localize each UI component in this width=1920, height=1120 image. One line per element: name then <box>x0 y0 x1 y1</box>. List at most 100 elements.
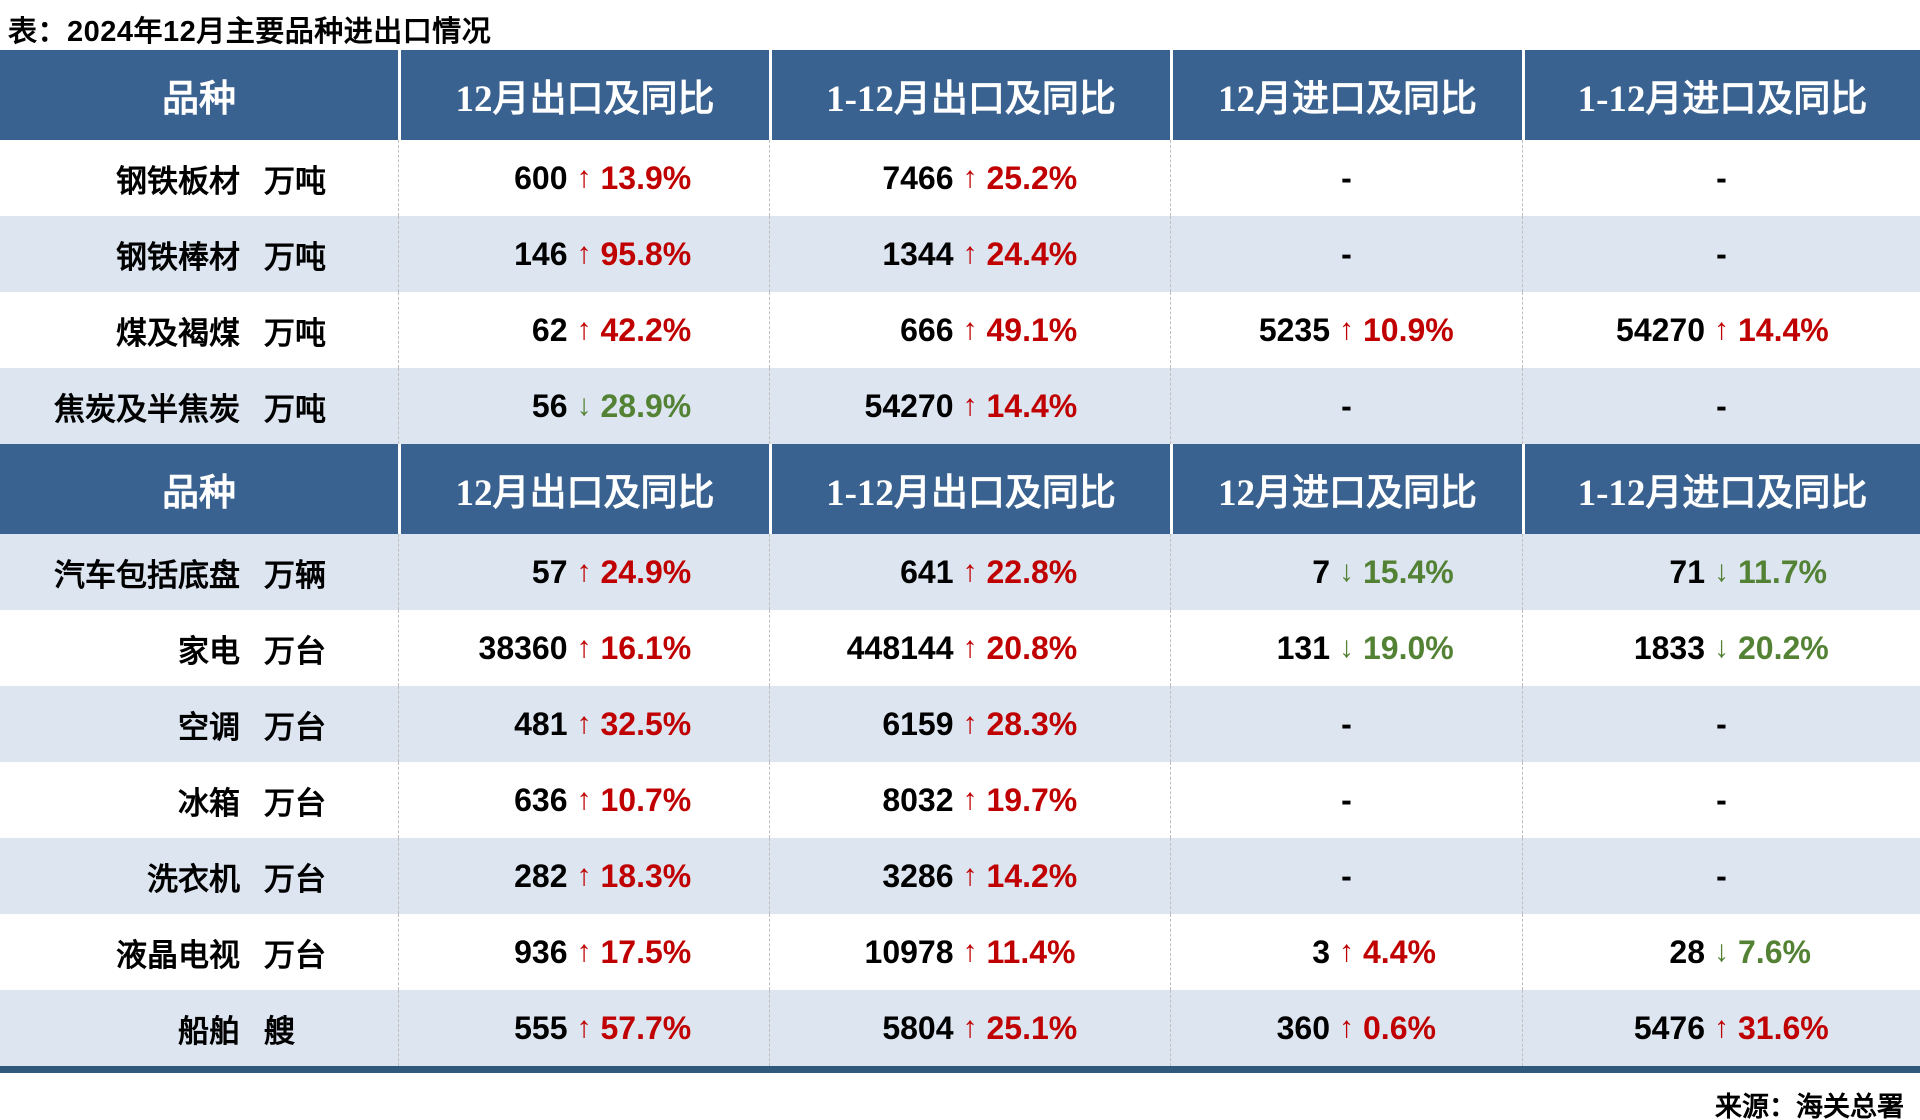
cell-ytd-export: 7466 ↑ 25.2% <box>769 140 1170 216</box>
yoy-percent: 25.2% <box>986 159 1078 196</box>
yoy-percent: 95.8% <box>600 235 692 272</box>
value-number: 641 <box>900 553 954 590</box>
value-number: 54270 <box>864 387 954 424</box>
up-arrow-icon: ↑ <box>576 313 592 346</box>
up-arrow-icon: ↑ <box>962 161 978 194</box>
cell-dec-export: 62 ↑ 42.2% <box>398 292 769 368</box>
cell-dec-export: 600 ↑ 13.9% <box>398 140 769 216</box>
value-number: 666 <box>900 311 954 348</box>
cell-ytd-import: 1833 ↓ 20.2% <box>1522 610 1920 686</box>
product-name: 液晶电视 <box>116 937 240 973</box>
empty-value: - <box>1341 235 1352 272</box>
up-arrow-icon: ↑ <box>962 783 978 816</box>
empty-value: - <box>1716 235 1727 272</box>
up-arrow-icon: ↑ <box>962 555 978 588</box>
cell-ytd-export: 5804 ↑ 25.1% <box>769 990 1170 1066</box>
empty-value: - <box>1716 857 1727 894</box>
up-arrow-icon: ↑ <box>962 1011 978 1044</box>
yoy-percent: 14.4% <box>1738 311 1829 348</box>
cell-dec-import: 7 ↓ 15.4% <box>1170 534 1522 610</box>
table-header-row: 品种 12月出口及同比 1-12月出口及同比 12月进口及同比 1-12月进口及同比 <box>0 50 1920 140</box>
empty-value: - <box>1341 705 1352 742</box>
yoy-percent: 22.8% <box>986 553 1078 590</box>
value-number: 481 <box>514 705 568 742</box>
down-arrow-icon: ↓ <box>1339 555 1354 588</box>
product-cell: 煤及褐煤 万吨 <box>0 292 398 368</box>
up-arrow-icon: ↑ <box>576 935 592 968</box>
cell-ytd-export: 8032 ↑ 19.7% <box>769 762 1170 838</box>
unit-label: 万台 <box>264 709 326 745</box>
down-arrow-icon: ↓ <box>576 389 592 422</box>
product-name: 空调 <box>178 709 240 745</box>
product-cell: 洗衣机 万台 <box>0 838 398 914</box>
up-arrow-icon: ↑ <box>962 631 978 664</box>
header-cell-product: 品种 <box>162 79 236 120</box>
up-arrow-icon: ↑ <box>962 389 978 422</box>
up-arrow-icon: ↑ <box>576 631 592 664</box>
up-arrow-icon: ↑ <box>1339 935 1354 968</box>
yoy-percent: 20.2% <box>1738 629 1829 666</box>
yoy-percent: 25.1% <box>986 1009 1078 1046</box>
header-cell-product: 品种 <box>162 473 236 514</box>
value-number: 1833 <box>1633 629 1705 666</box>
header-cell-dec-import: 12月进口及同比 <box>1170 50 1522 140</box>
cell-ytd-export: 3286 ↑ 14.2% <box>769 838 1170 914</box>
yoy-percent: 7.6% <box>1738 933 1811 970</box>
yoy-percent: 16.1% <box>600 629 692 666</box>
product-cell: 家电 万台 <box>0 610 398 686</box>
cell-dec-import: 5235 ↑ 10.9% <box>1170 292 1522 368</box>
up-arrow-icon: ↑ <box>962 237 978 270</box>
cell-dec-import: 131 ↓ 19.0% <box>1170 610 1522 686</box>
cell-dec-export: 38360 ↑ 16.1% <box>398 610 769 686</box>
yoy-percent: 4.4% <box>1363 933 1436 970</box>
cell-ytd-import: - <box>1522 762 1920 838</box>
yoy-percent: 11.4% <box>986 933 1076 970</box>
header-cell-dec-export: 12月出口及同比 <box>398 444 769 534</box>
down-arrow-icon: ↓ <box>1714 555 1729 588</box>
unit-label: 艘 <box>264 1013 295 1049</box>
up-arrow-icon: ↑ <box>576 555 592 588</box>
cell-ytd-import: - <box>1522 686 1920 762</box>
product-cell: 汽车包括底盘 万辆 <box>0 534 398 610</box>
product-name: 汽车包括底盘 <box>54 557 240 593</box>
yoy-percent: 24.4% <box>986 235 1078 272</box>
value-number: 62 <box>531 311 568 348</box>
cell-ytd-export: 10978 ↑ 11.4% <box>769 914 1170 990</box>
table-row: 钢铁棒材 万吨 146 ↑ 95.8% 1344 ↑ 24.4% - - <box>0 216 1920 292</box>
cell-ytd-import: 54270 ↑ 14.4% <box>1522 292 1920 368</box>
table-header-row: 品种 12月出口及同比 1-12月出口及同比 12月进口及同比 1-12月进口及同比 <box>0 444 1920 534</box>
source-note: 来源：海关总署 <box>1715 1092 1904 1120</box>
value-number: 146 <box>514 235 568 272</box>
table-row: 煤及褐煤 万吨 62 ↑ 42.2% 666 ↑ 49.1% 5235 ↑ 10.9% 54270 ↑ 1… <box>0 292 1920 368</box>
cell-ytd-export: 54270 ↑ 14.4% <box>769 368 1170 444</box>
value-number: 54270 <box>1616 311 1705 348</box>
cell-dec-import: - <box>1170 838 1522 914</box>
value-number: 38360 <box>478 629 568 666</box>
yoy-percent: 32.5% <box>600 705 692 742</box>
yoy-percent: 10.7% <box>600 781 692 818</box>
value-number: 555 <box>514 1009 568 1046</box>
cell-ytd-import: - <box>1522 368 1920 444</box>
empty-value: - <box>1341 159 1352 196</box>
header-cell-ytd-export: 1-12月出口及同比 <box>769 444 1170 534</box>
cell-dec-export: 936 ↑ 17.5% <box>398 914 769 990</box>
unit-label: 万吨 <box>264 315 326 351</box>
up-arrow-icon: ↑ <box>576 161 592 194</box>
value-number: 131 <box>1276 629 1330 666</box>
empty-value: - <box>1716 159 1727 196</box>
value-number: 360 <box>1276 1009 1330 1046</box>
up-arrow-icon: ↑ <box>1339 1011 1354 1044</box>
value-number: 8032 <box>882 781 954 818</box>
product-name: 船舶 <box>178 1013 240 1049</box>
value-number: 3 <box>1312 933 1330 970</box>
yoy-percent: 15.4% <box>1363 553 1454 590</box>
yoy-percent: 19.7% <box>986 781 1078 818</box>
product-name: 钢铁棒材 <box>116 239 240 275</box>
down-arrow-icon: ↓ <box>1714 935 1729 968</box>
value-number: 56 <box>531 387 568 424</box>
value-number: 10978 <box>864 933 954 970</box>
header-cell-dec-export: 12月出口及同比 <box>398 50 769 140</box>
import-export-table: 品种 12月出口及同比 1-12月出口及同比 12月进口及同比 1-12月进口及同比 钢铁… <box>0 50 1920 1066</box>
table-row: 船舶艘 555 ↑ 57.7% 5804 ↑ 25.1% 360 ↑ 0.6% 5476 ↑ 31.6% <box>0 990 1920 1066</box>
